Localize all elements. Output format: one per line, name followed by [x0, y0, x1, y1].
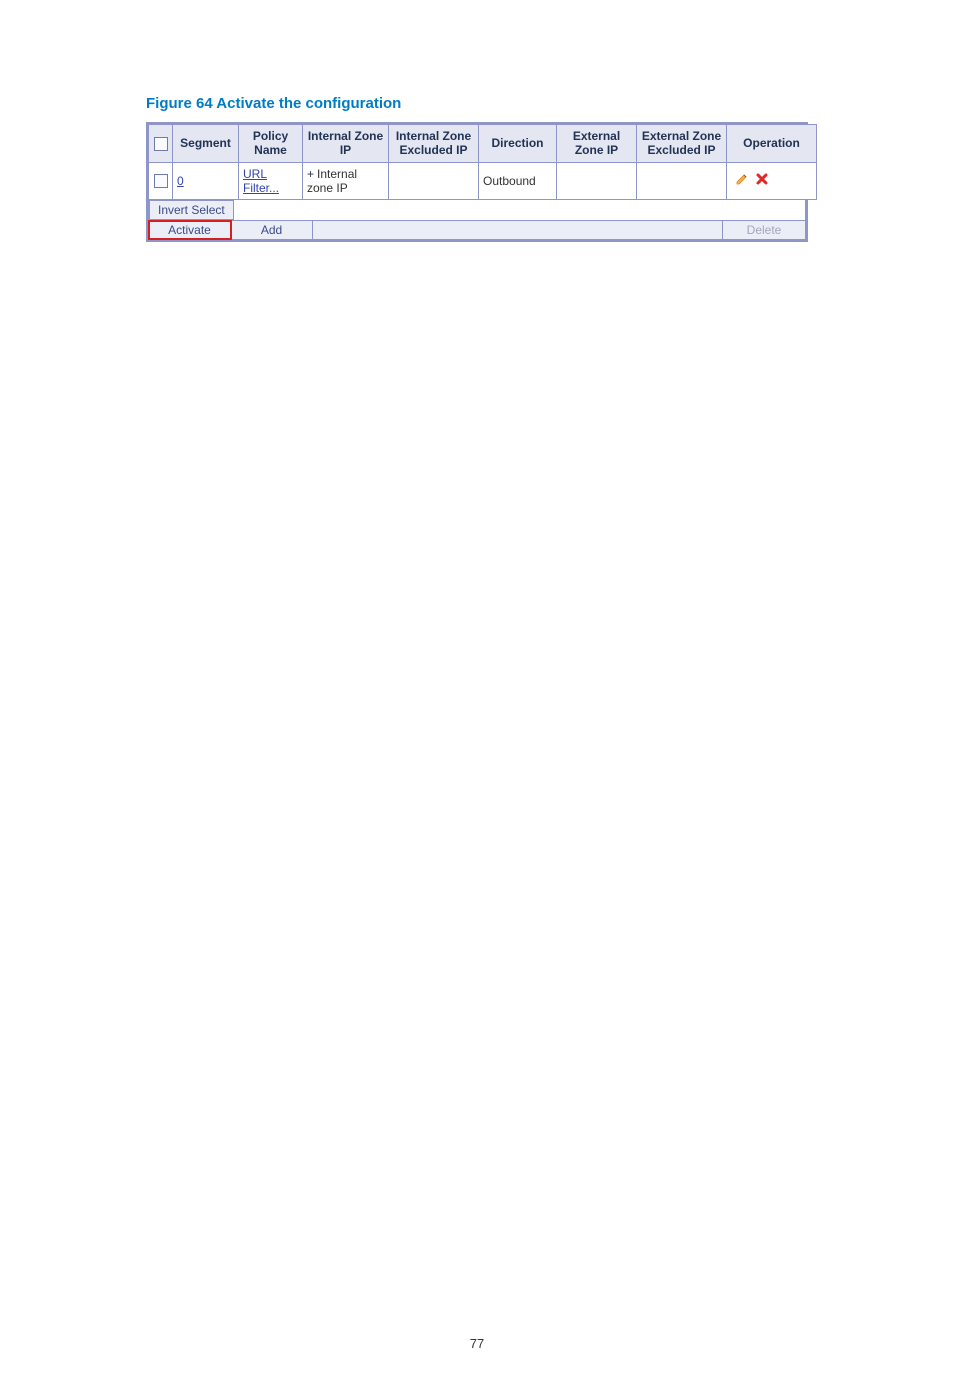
expand-icon[interactable]: + — [307, 167, 314, 181]
cell-direction: Outbound — [479, 162, 557, 199]
select-all-checkbox[interactable] — [154, 137, 168, 151]
internal-zone-ip-text: Internal zone IP — [307, 167, 357, 195]
select-all-cell[interactable] — [149, 125, 173, 163]
col-external-zone-ex-ip: External Zone Excluded IP — [637, 125, 727, 163]
page-number: 77 — [0, 1336, 954, 1351]
action-bar-spacer — [313, 221, 723, 239]
cell-external-zone-ex-ip — [637, 162, 727, 199]
cell-internal-zone-ex-ip — [389, 162, 479, 199]
activate-button[interactable]: Activate — [149, 221, 231, 239]
cell-internal-zone-ip: +Internal zone IP — [303, 162, 389, 199]
config-table-container: Segment Policy Name Internal Zone IP Int… — [146, 122, 808, 242]
col-segment: Segment — [173, 125, 239, 163]
table-header-row: Segment Policy Name Internal Zone IP Int… — [149, 125, 817, 163]
page: Figure 64 Activate the configuration — [0, 95, 954, 1391]
cell-policy-name: URL Filter... — [239, 162, 303, 199]
col-internal-zone-ip: Internal Zone IP — [303, 125, 389, 163]
segment-link[interactable]: 0 — [177, 174, 184, 188]
col-internal-zone-ex-ip: Internal Zone Excluded IP — [389, 125, 479, 163]
add-button[interactable]: Add — [231, 221, 313, 239]
row-select-cell[interactable] — [149, 162, 173, 199]
col-operation: Operation — [727, 125, 817, 163]
cell-external-zone-ip — [557, 162, 637, 199]
delete-button: Delete — [723, 221, 805, 239]
row-checkbox[interactable] — [154, 174, 168, 188]
delete-x-icon[interactable] — [755, 172, 769, 186]
edit-icon[interactable] — [735, 172, 749, 186]
policy-name-link[interactable]: URL Filter... — [243, 167, 279, 195]
action-bar: Activate Add Delete — [148, 221, 806, 240]
col-policy-name: Policy Name — [239, 125, 303, 163]
invert-select-button[interactable]: Invert Select — [149, 200, 234, 220]
cell-segment: 0 — [173, 162, 239, 199]
col-direction: Direction — [479, 125, 557, 163]
col-external-zone-ip: External Zone IP — [557, 125, 637, 163]
table-row: 0 URL Filter... +Internal zone IP Outbou… — [149, 162, 817, 199]
config-table: Segment Policy Name Internal Zone IP Int… — [148, 124, 817, 200]
invert-select-row: Invert Select — [148, 200, 806, 221]
cell-operation — [727, 162, 817, 199]
figure-caption: Figure 64 Activate the configuration — [146, 95, 808, 112]
